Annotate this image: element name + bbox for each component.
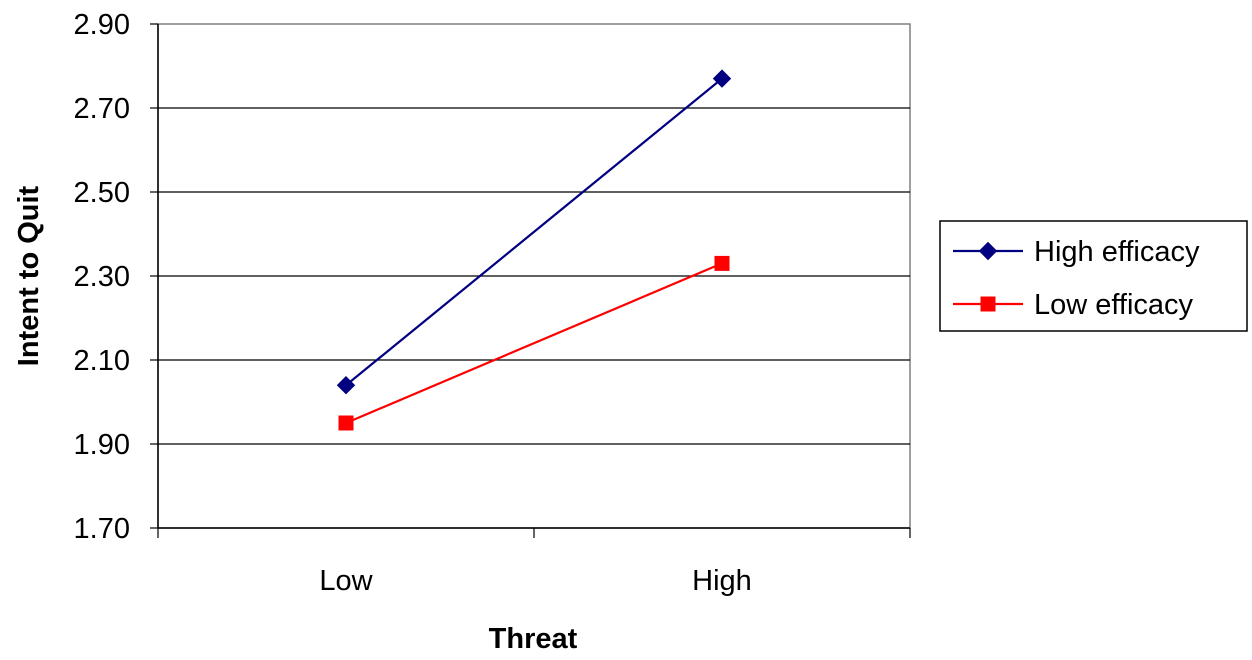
square-marker	[714, 255, 730, 271]
axis-ticks: 1.70 1.90 2.10 2.30 2.50 2.70 2.90 Low High	[74, 9, 911, 597]
legend-entries: High efficacy Low efficacy	[953, 236, 1200, 321]
legend-square-marker	[980, 296, 996, 312]
y-tick-label: 1.70	[74, 513, 130, 545]
y-tick-label: 1.90	[74, 429, 130, 461]
series-square	[338, 255, 730, 431]
diamond-marker	[336, 375, 356, 395]
series-layer	[336, 69, 732, 431]
legend-label: Low efficacy	[1034, 289, 1194, 321]
y-tick-label: 2.90	[74, 9, 130, 41]
square-marker	[338, 415, 354, 431]
y-tick-label: 2.10	[74, 345, 130, 377]
x-axis-title: Threat	[489, 623, 578, 655]
series-line	[345, 262, 723, 425]
y-tick-label: 2.70	[74, 93, 130, 125]
legend-label: High efficacy	[1034, 236, 1200, 268]
y-tick-label: 2.30	[74, 261, 130, 293]
y-tick-label: 2.50	[74, 177, 130, 209]
series-line	[345, 77, 723, 387]
y-axis-title: Intent to Quit	[13, 185, 45, 366]
plot-area	[157, 23, 911, 529]
legend-box	[939, 220, 1248, 332]
x-tick-label: Low	[319, 565, 373, 597]
legend: High efficacy Low efficacy	[939, 220, 1248, 332]
legend-diamond-marker	[978, 241, 998, 261]
series-diamond	[336, 69, 732, 395]
x-tick-label: High	[692, 565, 752, 597]
diamond-marker	[712, 69, 732, 88]
